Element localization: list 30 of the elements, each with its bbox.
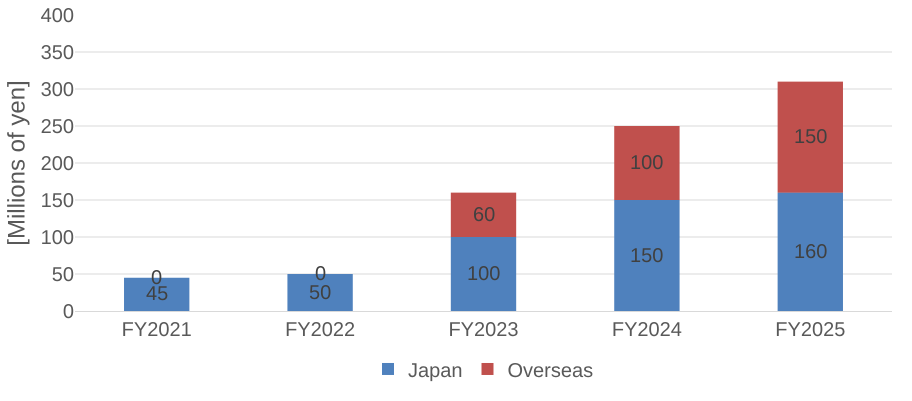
- y-axis-title: [Millions of yen]: [4, 80, 31, 246]
- bar: [614, 126, 680, 200]
- data-label: 150: [630, 245, 664, 267]
- bar: [778, 82, 843, 193]
- bar: [778, 192, 843, 311]
- x-tick-label: FY2025: [775, 319, 846, 341]
- bar: [450, 237, 516, 311]
- y-tick-label: 350: [40, 42, 74, 64]
- legend-label: Overseas: [508, 360, 594, 382]
- bar: [450, 192, 516, 237]
- data-label: 150: [794, 126, 828, 148]
- data-label: 100: [630, 152, 664, 174]
- x-tick-label: FY2021: [122, 319, 192, 341]
- x-tick-label: FY2024: [612, 319, 682, 341]
- y-tick-label: 150: [40, 190, 74, 212]
- x-tick-label: FY2023: [448, 319, 519, 341]
- y-tick-label: 100: [40, 227, 74, 249]
- data-label: 100: [467, 263, 500, 285]
- x-tick-label: FY2022: [285, 319, 356, 341]
- y-tick-label: 300: [40, 79, 74, 101]
- data-label: 160: [794, 241, 828, 263]
- data-label: 50: [309, 282, 332, 304]
- data-label: 60: [473, 204, 496, 226]
- y-tick-label: 400: [40, 5, 74, 27]
- y-tick-label: 200: [40, 153, 74, 175]
- y-tick-label: 250: [40, 116, 74, 138]
- bar: [614, 200, 680, 311]
- y-tick-label: 50: [52, 264, 74, 286]
- legend-label: Japan: [408, 360, 462, 382]
- y-tick-label: 0: [62, 301, 74, 323]
